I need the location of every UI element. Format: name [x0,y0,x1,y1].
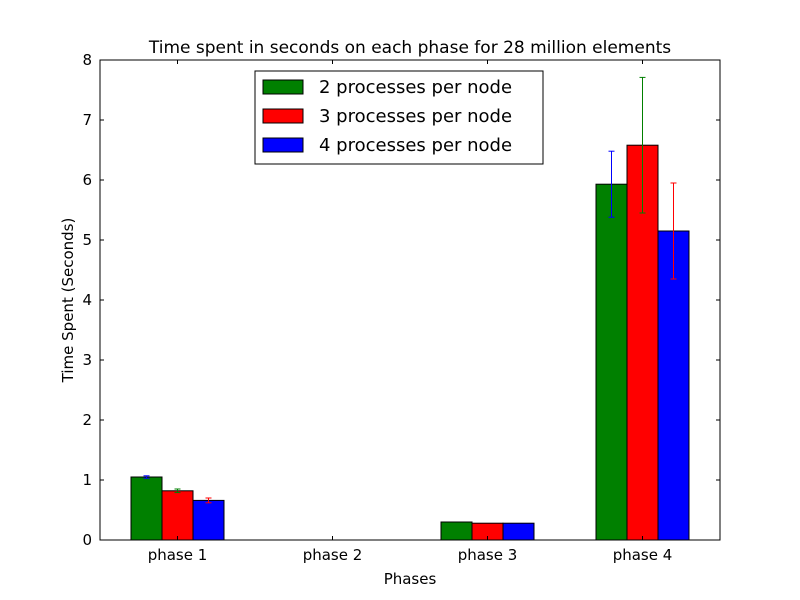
bar-1-1 [130,476,163,541]
y-tick-label-2: 2 [82,411,92,429]
y-tick-label-4: 4 [82,291,92,309]
y-tick-label-7: 7 [82,111,92,129]
x-tick-label-3: phase 3 [458,546,518,564]
legend-swatch-2 [262,108,304,124]
bar-3-1 [192,499,225,541]
chart-title: Time spent in seconds on each phase for … [148,38,671,58]
x-tick-label-1: phase 1 [148,546,208,564]
legend: 2 processes per node 3 processes per node… [254,70,544,165]
x-tick-label-2: phase 2 [303,546,363,564]
error-bar-2-1 [174,488,181,494]
x-axis-label: Phases [384,570,437,588]
legend-swatch-1 [262,79,304,95]
y-tick-label-1: 1 [82,471,92,489]
error-bar-1-1 [143,475,150,479]
y-tick-label-6: 6 [82,171,92,189]
legend-label-2: 3 processes per node [319,106,512,127]
error-bar-1-4 [608,150,615,218]
legend-swatch-3 [262,137,304,153]
y-tick-label-5: 5 [82,231,92,249]
y-tick-label-0: 0 [82,531,92,549]
bar-1-4 [595,183,628,541]
legend-label-1: 2 processes per node [319,77,512,98]
error-bar-3-4 [670,182,677,280]
error-bar-3-1 [205,497,212,504]
y-axis-label: Time Spent (Seconds) [59,218,77,384]
y-tick-label-8: 8 [82,51,92,69]
error-bar-2-4 [639,76,646,214]
bar-2-1 [161,490,194,541]
bar-1-3 [440,521,473,541]
y-tick-label-3: 3 [82,351,92,369]
x-tick-label-4: phase 4 [613,546,673,564]
legend-label-3: 4 processes per node [319,135,512,156]
bar-3-3 [502,522,535,541]
